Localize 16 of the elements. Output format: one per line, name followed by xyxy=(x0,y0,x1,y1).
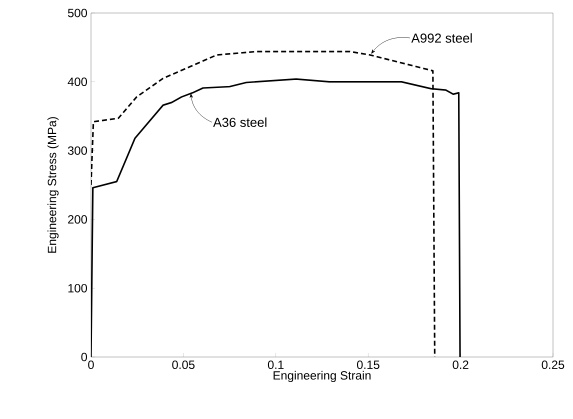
y-tick-label: 500 xyxy=(68,8,88,18)
x-axis-title: Engineering Strain xyxy=(274,370,371,382)
y-axis-title: Engineering Stress (MPa) xyxy=(47,117,59,253)
annotation: A992 steel xyxy=(411,33,472,43)
x-tick-label: 0.2 xyxy=(452,360,468,370)
x-tick-label: 0.25 xyxy=(542,360,564,370)
y-tick-label: 100 xyxy=(68,284,88,292)
x-tick-label: 0.15 xyxy=(356,360,380,370)
y-tick-label: 200 xyxy=(68,215,88,224)
x-tick-label: 0.1 xyxy=(268,360,284,370)
annotation: A36 steel xyxy=(213,117,266,127)
x-tick-label: 0.05 xyxy=(172,360,195,370)
y-tick-label: 300 xyxy=(68,146,88,155)
y-tick-label: 400 xyxy=(68,78,88,86)
x-tick-label: 0 xyxy=(88,360,94,370)
y-tick-label: 0 xyxy=(81,352,88,362)
